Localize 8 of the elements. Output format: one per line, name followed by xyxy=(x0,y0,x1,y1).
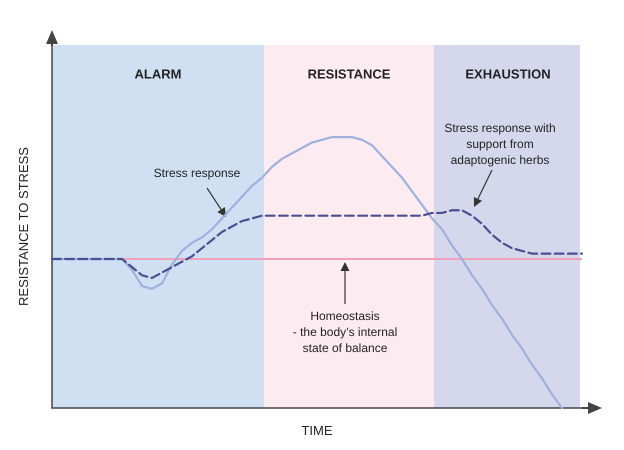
text: RESISTANCE xyxy=(308,66,391,82)
annotation: Homeostasis - the body’s internal state of balance xyxy=(292,309,398,355)
x-axis-title: TIME xyxy=(301,423,333,438)
annotation: Stress response with support from adaptogenic herbs xyxy=(444,121,556,167)
text: ALARM xyxy=(134,66,182,82)
y-axis-title: RESISTANCE TO STRESS xyxy=(16,146,31,306)
text: EXHAUSTION xyxy=(465,66,551,82)
annotation: Stress response xyxy=(154,166,241,180)
